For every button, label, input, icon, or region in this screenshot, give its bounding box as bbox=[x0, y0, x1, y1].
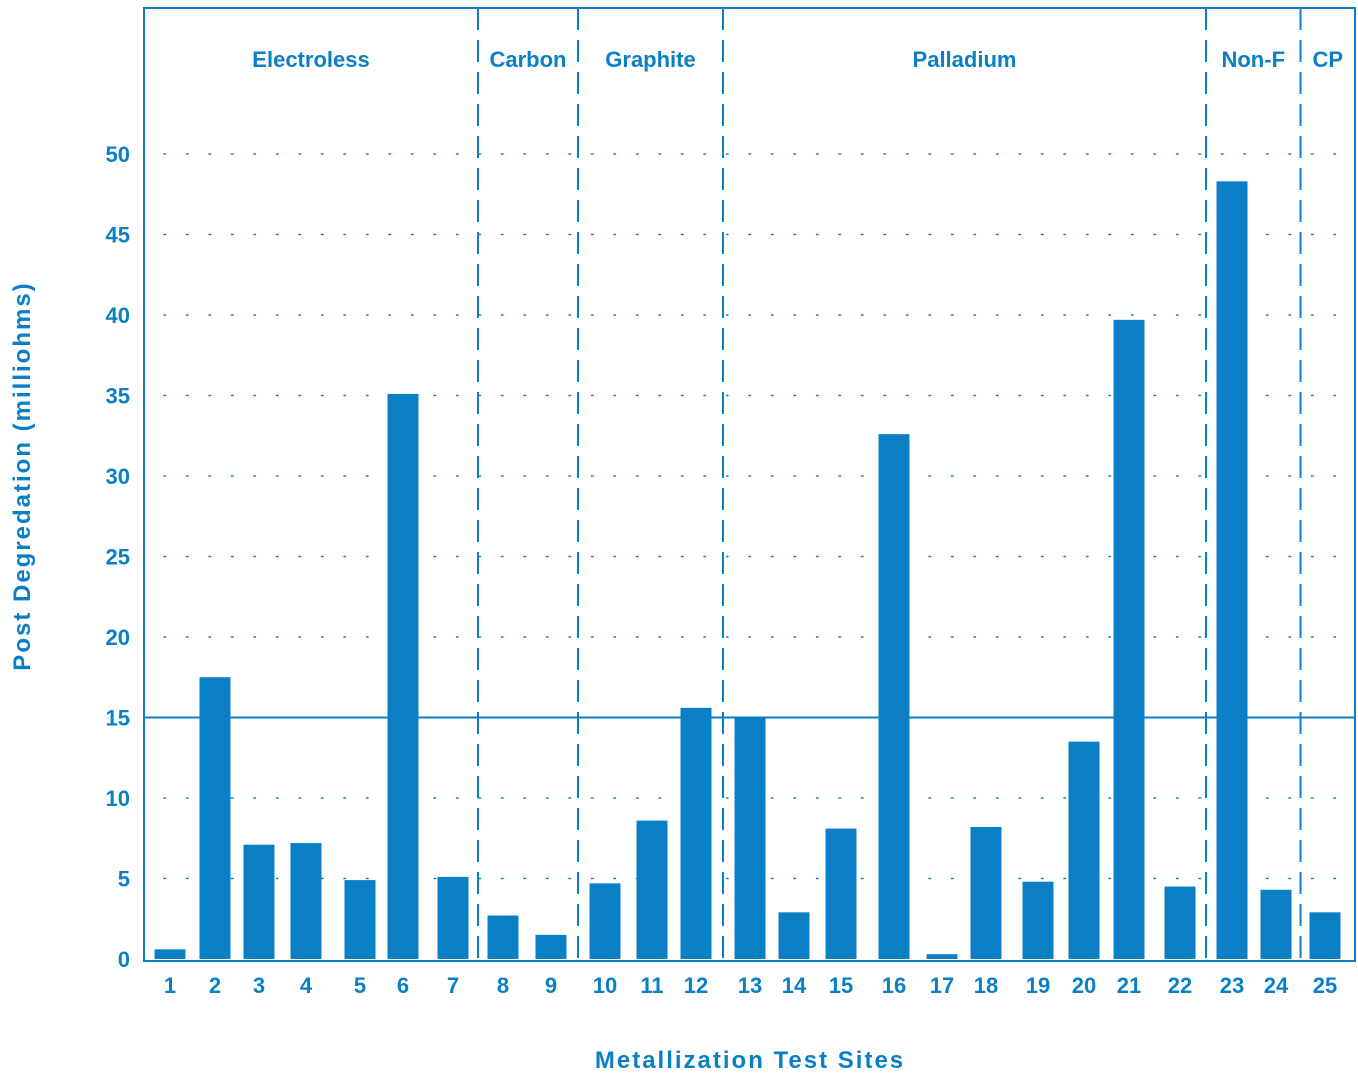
group-label-palladium: Palladium bbox=[913, 47, 1017, 72]
group-label-cp: CP bbox=[1312, 47, 1343, 72]
bar-6 bbox=[387, 393, 419, 959]
bar-16 bbox=[878, 434, 910, 959]
x-tick-label: 16 bbox=[882, 973, 906, 998]
y-tick-label: 25 bbox=[106, 545, 130, 570]
bar-8 bbox=[487, 915, 519, 959]
y-tick-label: 40 bbox=[106, 303, 130, 328]
bar-19 bbox=[1022, 881, 1054, 959]
x-axis-title: Metallization Test Sites bbox=[595, 1047, 905, 1074]
x-tick-label: 1 bbox=[164, 973, 176, 998]
bar-5 bbox=[344, 880, 376, 959]
bar-23 bbox=[1216, 181, 1248, 959]
x-tick-label: 24 bbox=[1264, 973, 1289, 998]
x-tick-label: 17 bbox=[930, 973, 954, 998]
x-tick-label: 5 bbox=[354, 973, 366, 998]
bar-1 bbox=[154, 949, 186, 959]
bar-21 bbox=[1113, 319, 1145, 960]
group-label-electroless: Electroless bbox=[252, 47, 369, 72]
bars bbox=[154, 181, 1341, 960]
y-tick-label: 45 bbox=[106, 223, 130, 248]
x-tick-label: 11 bbox=[640, 973, 663, 998]
plot-frame bbox=[143, 7, 1356, 962]
x-tick-labels: 1 2 3 4 5 6 7 8 9 10 11 12 13 14 15 16 17 18 19 20 21 22 23 24 2… bbox=[164, 973, 1337, 998]
y-tick-label: 10 bbox=[106, 786, 130, 811]
x-tick-label: 8 bbox=[497, 973, 509, 998]
bar-4 bbox=[290, 843, 322, 959]
bar-10 bbox=[589, 883, 621, 959]
y-axis-title: Post Degredation (milliohms) bbox=[9, 281, 36, 670]
x-tick-label: 2 bbox=[209, 973, 221, 998]
x-tick-label: 25 bbox=[1313, 973, 1337, 998]
bar-9 bbox=[535, 934, 567, 959]
x-tick-label: 7 bbox=[447, 973, 459, 998]
x-tick-label: 15 bbox=[829, 973, 853, 998]
x-tick-label: 14 bbox=[782, 973, 807, 998]
y-tick-label: 20 bbox=[106, 625, 130, 650]
y-tick-label: 0 bbox=[118, 947, 130, 972]
x-tick-label: 3 bbox=[253, 973, 265, 998]
bar-3 bbox=[243, 844, 275, 959]
y-tick-label: 5 bbox=[118, 867, 130, 892]
x-tick-label: 22 bbox=[1168, 973, 1192, 998]
x-tick-label: 12 bbox=[684, 973, 708, 998]
bar-25 bbox=[1309, 912, 1341, 959]
x-tick-label: 21 bbox=[1117, 973, 1141, 998]
bar-22 bbox=[1164, 886, 1196, 959]
bar-2 bbox=[199, 677, 231, 959]
y-tick-label: 50 bbox=[106, 142, 130, 167]
bar-7 bbox=[437, 876, 469, 959]
y-tick-label: 35 bbox=[106, 384, 130, 409]
bar-20 bbox=[1068, 741, 1100, 959]
group-labels: Electroless Carbon Graphite Palladium Non-F C… bbox=[252, 47, 1343, 72]
x-tick-label: 20 bbox=[1072, 973, 1096, 998]
bar-12 bbox=[680, 707, 712, 959]
bar-15 bbox=[825, 828, 857, 959]
bar-13 bbox=[734, 717, 766, 959]
x-tick-label: 9 bbox=[545, 973, 557, 998]
bar-24 bbox=[1260, 889, 1292, 959]
x-tick-label: 13 bbox=[738, 973, 762, 998]
y-tick-labels: 0 5 10 15 20 25 30 35 40 45 50 bbox=[106, 142, 130, 972]
bar-18 bbox=[970, 826, 1002, 959]
group-label-graphite: Graphite bbox=[605, 47, 695, 72]
x-tick-label: 23 bbox=[1220, 973, 1244, 998]
group-label-carbon: Carbon bbox=[490, 47, 567, 72]
bar-11 bbox=[636, 820, 668, 959]
x-tick-label: 6 bbox=[397, 973, 409, 998]
x-tick-label: 10 bbox=[593, 973, 617, 998]
x-tick-label: 19 bbox=[1026, 973, 1050, 998]
bar-14 bbox=[778, 912, 810, 959]
y-tick-label: 30 bbox=[106, 464, 130, 489]
x-tick-label: 4 bbox=[300, 973, 313, 998]
bar-17 bbox=[926, 954, 958, 959]
group-label-non-f: Non-F bbox=[1221, 47, 1285, 72]
x-tick-label: 18 bbox=[974, 973, 998, 998]
y-tick-label: 15 bbox=[106, 706, 130, 731]
